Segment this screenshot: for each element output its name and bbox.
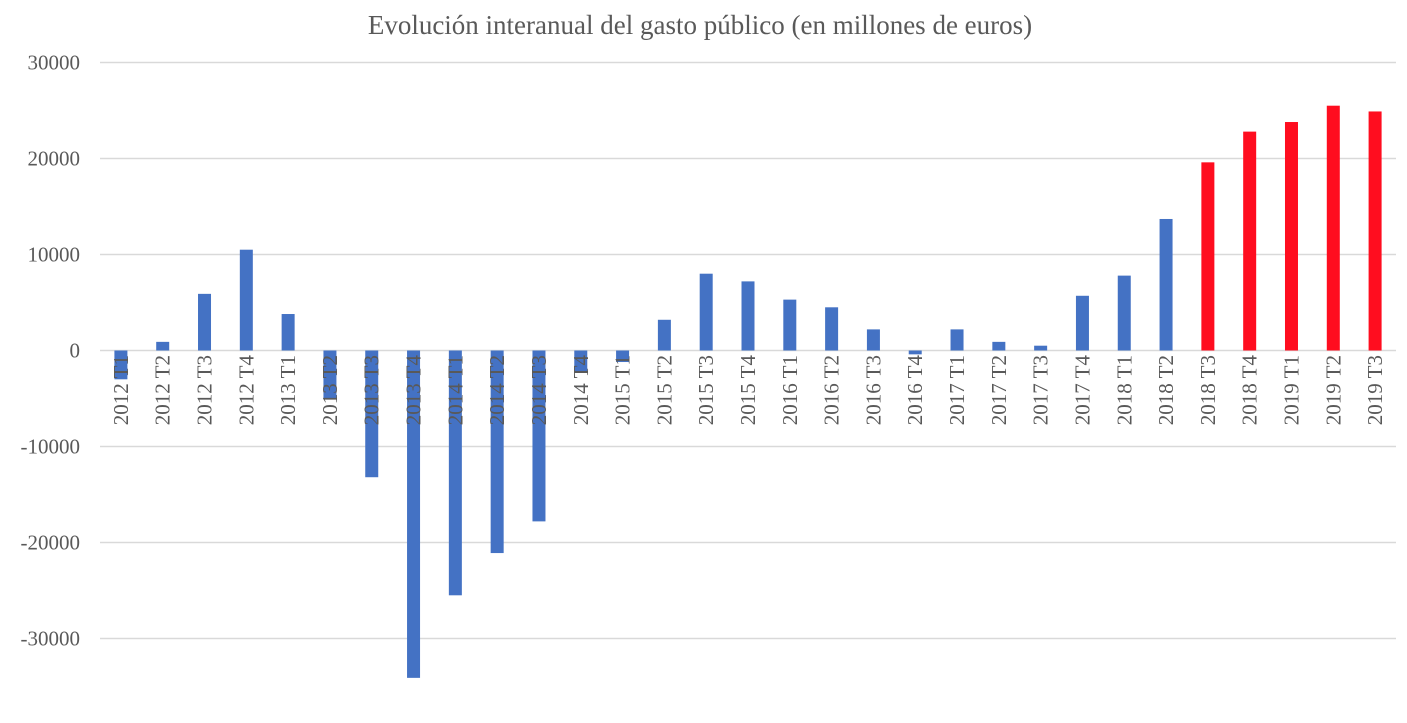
x-tick-label: 2015 T2 [652,355,676,425]
y-axis-ticks: 30000 20000 10000 0 -10000 -20000 -30000 [21,51,81,651]
x-tick-label: 2014 T2 [485,355,509,425]
bar [1034,345,1048,351]
x-tick-label: 2015 T4 [736,355,760,426]
bar [1159,218,1173,351]
bar [1368,111,1382,351]
bar [198,293,212,351]
bar [1201,162,1215,351]
bar [407,350,421,678]
x-tick-label: 2012 T3 [193,355,217,425]
x-tick-label: 2012 T4 [234,355,258,426]
bar [908,350,922,355]
bar [532,350,546,522]
x-tick-label: 2013 T2 [318,355,342,425]
bar [741,281,755,351]
bar [866,329,880,351]
y-tick-label: 20000 [28,147,81,171]
x-tick-label: 2018 T4 [1238,355,1262,426]
bar [657,319,671,351]
bar [699,273,713,351]
x-tick-label: 2014 T1 [443,355,467,425]
bar [281,314,295,351]
y-tick-label: 30000 [28,51,81,75]
bar [1117,275,1131,351]
y-tick-label: -20000 [21,531,81,555]
y-tick-label: -10000 [21,435,81,459]
x-tick-label: 2012 T2 [151,355,175,425]
x-tick-label: 2015 T3 [694,355,718,425]
y-tick-label: -30000 [21,627,81,651]
x-tick-label: 2019 T1 [1279,355,1303,425]
x-tick-label: 2019 T2 [1321,355,1345,425]
x-tick-label: 2016 T1 [778,355,802,425]
x-tick-label: 2012 T1 [109,355,133,425]
gridlines [100,61,1396,640]
bar [1284,122,1298,351]
bar [448,350,462,596]
bars [114,105,1382,678]
bar [156,341,170,351]
x-tick-label: 2017 T1 [945,355,969,425]
y-tick-label: 10000 [28,243,81,267]
bar [365,350,379,478]
x-tick-label: 2016 T4 [903,355,927,426]
x-tick-label: 2013 T3 [360,355,384,425]
x-tick-label: 2019 T3 [1363,355,1387,425]
x-tick-label: 2014 T3 [527,355,551,425]
x-tick-label: 2016 T2 [820,355,844,425]
bar [490,350,504,554]
bar [783,299,797,351]
bar [1243,131,1257,351]
x-tick-label: 2018 T3 [1196,355,1220,425]
x-tick-label: 2017 T3 [1029,355,1053,425]
x-tick-label: 2015 T1 [611,355,635,425]
x-tick-label: 2018 T1 [1112,355,1136,425]
x-tick-label: 2013 T4 [402,355,426,426]
chart-title: Evolución interanual del gasto público (… [368,10,1032,40]
x-tick-label: 2017 T4 [1070,355,1094,426]
bar [1075,295,1089,351]
x-tick-label: 2018 T2 [1154,355,1178,425]
bar [616,350,630,363]
y-tick-label: 0 [70,339,81,363]
x-tick-label: 2014 T4 [569,355,593,426]
x-tick-label: 2017 T2 [987,355,1011,425]
bar [992,341,1006,351]
x-axis-labels: 2012 T1 2012 T2 2012 T3 2012 T4 2013 T1 2013 … [109,355,1387,426]
x-tick-label: 2013 T1 [276,355,300,425]
bar [1326,105,1340,351]
bar [239,249,253,351]
bar [574,350,588,372]
x-tick-label: 2016 T3 [861,355,885,425]
bar [114,350,128,380]
bar [323,350,337,400]
bar [825,307,839,351]
bar [950,329,964,351]
